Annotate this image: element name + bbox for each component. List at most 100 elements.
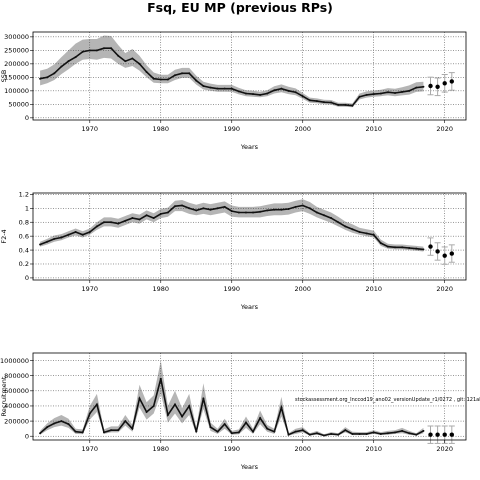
y-tick-label: 250000 [4, 47, 29, 55]
median-point [152, 404, 155, 407]
median-point [188, 72, 191, 75]
median-point [308, 207, 311, 210]
median-point [39, 77, 42, 80]
median-point [237, 211, 240, 214]
y-tick-label: 200000 [4, 417, 29, 425]
median-point [308, 433, 311, 436]
median-point [159, 78, 162, 81]
median-point [138, 62, 141, 65]
median-point [394, 246, 397, 249]
x-tick-label: 2000 [294, 445, 311, 453]
median-point [323, 214, 326, 217]
x-tick-label: 2020 [436, 445, 453, 453]
median-point [280, 406, 283, 409]
median-point [81, 233, 84, 236]
x-tick-label: 2020 [436, 285, 453, 293]
median-point [330, 101, 333, 104]
median-point [74, 56, 77, 59]
median-point [181, 204, 184, 207]
median-point [95, 49, 98, 52]
median-point [408, 246, 411, 249]
x-tick-label: 1990 [223, 285, 240, 293]
median-point [60, 65, 63, 68]
median-point [422, 85, 425, 88]
median-point [273, 208, 276, 211]
forecast-point [435, 249, 440, 254]
median-point [330, 217, 333, 220]
median-point [415, 247, 418, 250]
median-point [223, 87, 226, 90]
median-point [358, 230, 361, 233]
confidence-band [40, 35, 424, 108]
median-point [117, 54, 120, 57]
median-point [379, 432, 382, 435]
median-point [159, 212, 162, 215]
y-tick-label: 150000 [4, 74, 29, 82]
median-point [401, 246, 404, 249]
median-point [344, 103, 347, 106]
x-tick-label: 2010 [365, 125, 382, 133]
x-tick-label: 2000 [294, 125, 311, 133]
median-point [88, 49, 91, 52]
median-point [379, 92, 382, 95]
median-point [280, 208, 283, 211]
y-tick-label: 1.2 [19, 191, 29, 199]
y-axis-label: Recruitment [0, 376, 8, 416]
median-point [237, 431, 240, 434]
x-axis-label: Years [240, 303, 259, 311]
median-point [209, 426, 212, 429]
median-point [166, 211, 169, 214]
y-tick-label: 0 [25, 432, 29, 440]
y-tick-label: 0.8 [19, 218, 29, 226]
median-point [166, 78, 169, 81]
forecast-point [442, 432, 447, 437]
x-tick-label: 1980 [152, 285, 169, 293]
median-point [138, 397, 141, 400]
median-point [294, 91, 297, 94]
median-point [173, 205, 176, 208]
median-point [244, 211, 247, 214]
median-point [81, 431, 84, 434]
x-tick-label: 1970 [82, 445, 99, 453]
median-point [330, 432, 333, 435]
median-point [237, 90, 240, 93]
median-point [273, 430, 276, 433]
forecast-point [442, 253, 447, 258]
median-point [230, 87, 233, 90]
forecast-point [428, 432, 433, 437]
median-point [46, 76, 49, 79]
median-point [244, 92, 247, 95]
y-axis-label: F2-4 [0, 229, 8, 243]
median-point [252, 430, 255, 433]
median-point [195, 430, 198, 433]
y-tick-label: 200000 [4, 60, 29, 68]
median-point [102, 431, 105, 434]
forecast-point [435, 84, 440, 89]
median-point [252, 211, 255, 214]
median-point [266, 92, 269, 95]
median-point [53, 237, 56, 240]
median-point [287, 433, 290, 436]
median-point [67, 233, 70, 236]
median-point [152, 77, 155, 80]
median-point [110, 221, 113, 224]
median-point [365, 432, 368, 435]
median-point [124, 219, 127, 222]
chart-panel-2: 1970 1980 1990 2000 2010 2020 0 0.2 0.4 0.6 0.8 1 1.… [0, 191, 467, 311]
median-point [315, 211, 318, 214]
median-point [422, 429, 425, 432]
median-point [323, 101, 326, 104]
x-axis-label: Years [240, 463, 259, 471]
median-point [351, 432, 354, 435]
median-point [74, 430, 77, 433]
median-point [294, 205, 297, 208]
median-point [315, 100, 318, 103]
chart-panel-1: 1970 1980 1990 2000 2010 2020 0 50000 100000 1500… [0, 31, 467, 151]
median-point [110, 429, 113, 432]
median-point [287, 208, 290, 211]
forecast-point [442, 81, 447, 86]
chart-annotation: stockassessment.org_Inccod19_ano02_versi… [295, 397, 480, 403]
median-point [102, 47, 105, 50]
chart-panel-3: 1970 1980 1990 2000 2010 2020 0 200000 400000 600… [0, 352, 480, 471]
median-line [39, 378, 424, 437]
